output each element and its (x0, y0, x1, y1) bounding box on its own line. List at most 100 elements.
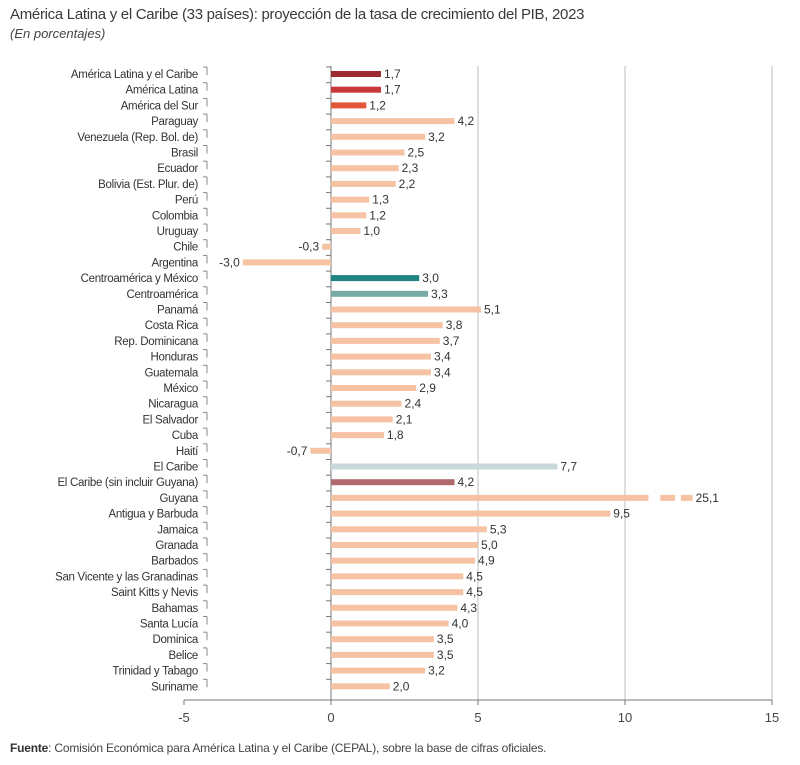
bar (331, 212, 367, 219)
bar (331, 526, 487, 533)
source-note: Fuente: Comisión Económica para América … (10, 741, 546, 755)
data-label: 2,1 (396, 412, 413, 426)
data-label: 1,8 (387, 428, 404, 442)
category-label: Dominica (152, 634, 198, 646)
chart-title: América Latina y el Caribe (33 países): … (10, 6, 585, 23)
data-label: 2,5 (408, 146, 425, 160)
data-label: 4,5 (466, 585, 483, 599)
category-label: Ecuador (157, 163, 198, 175)
category-label: América Latina y el Caribe (71, 69, 198, 81)
category-label: Chile (173, 242, 198, 254)
bar (331, 86, 381, 93)
bar (331, 149, 405, 156)
bar (331, 353, 431, 360)
bar (331, 180, 396, 187)
bar (331, 400, 402, 407)
bar (331, 494, 649, 501)
bar (331, 275, 420, 282)
data-label: 4,0 (452, 617, 469, 631)
data-label: 25,1 (696, 491, 720, 505)
bar (331, 71, 381, 77)
bar (331, 306, 481, 313)
bar (331, 290, 429, 297)
category-label: El Caribe (153, 462, 198, 474)
bar (331, 510, 611, 517)
bar (331, 636, 434, 643)
data-label: 3,4 (434, 350, 451, 364)
bar-chart: -5 0 5 10 15 América Latina y el Caribe 1,7 Amé… (55, 66, 779, 725)
category-label: Venezuela (Rep. Bol. de) (77, 132, 198, 144)
data-label: 1,0 (363, 224, 380, 238)
data-label: 3,7 (443, 334, 460, 348)
category-label: Brasil (171, 148, 198, 160)
bar (331, 369, 431, 376)
category-label: Paraguay (151, 116, 198, 128)
bar (331, 573, 464, 580)
chart-subtitle: (En porcentajes) (10, 26, 106, 41)
category-label: Centroamérica y México (81, 273, 198, 285)
category-label: Santa Lucía (140, 619, 199, 631)
category-label: Bahamas (152, 603, 199, 615)
category-label: Perú (175, 195, 198, 207)
data-label: 5,3 (490, 522, 507, 536)
bar (331, 542, 478, 548)
category-label: Barbados (151, 556, 198, 568)
bar (331, 102, 367, 109)
bar (331, 118, 455, 125)
data-label: 3,0 (422, 271, 439, 285)
category-label: Argentina (151, 257, 198, 269)
category-label: Cuba (172, 430, 199, 442)
x-tick-label: 5 (474, 710, 481, 725)
data-label: 1,7 (384, 67, 401, 81)
category-label: El Caribe (sin incluir Guyana) (57, 477, 198, 489)
data-label: 4,2 (457, 114, 474, 128)
data-label: 9,5 (613, 507, 630, 521)
category-label: Antigua y Barbuda (108, 509, 198, 521)
data-label: 4,5 (466, 569, 483, 583)
bar (331, 604, 458, 611)
bar-break-dash (680, 494, 693, 501)
bar (322, 243, 331, 250)
data-label: 2,0 (393, 679, 410, 693)
category-label: Centroamérica (126, 289, 198, 301)
category-label: América Latina (125, 85, 198, 97)
bar-break-dash (660, 494, 675, 501)
x-tick-label: 15 (765, 710, 779, 725)
data-label: 1,2 (369, 208, 386, 222)
category-label: Guatemala (144, 367, 198, 379)
data-label: -0,7 (287, 444, 308, 458)
category-label: Rep. Dominicana (114, 336, 199, 348)
category-label: Jamaica (157, 524, 199, 536)
data-label: 4,9 (478, 554, 495, 568)
bar (331, 683, 390, 690)
data-label: 5,0 (481, 538, 498, 552)
data-label: 2,9 (419, 381, 436, 395)
bar (331, 620, 449, 627)
category-label: San Vicente y las Granadinas (55, 571, 198, 583)
bar (331, 165, 399, 172)
category-label: Guyana (160, 493, 199, 505)
data-label: 3,3 (431, 287, 448, 301)
category-label: Suriname (151, 681, 198, 693)
bar (331, 385, 417, 391)
bar (331, 133, 426, 140)
bar (242, 259, 331, 266)
data-label: 3,5 (437, 632, 454, 646)
bar (310, 447, 331, 454)
data-label: 2,4 (405, 397, 422, 411)
data-label: 1,7 (384, 83, 401, 97)
data-label: 2,2 (399, 177, 416, 191)
data-label: 2,3 (402, 161, 419, 175)
data-label: -3,0 (219, 255, 240, 269)
bar (331, 463, 558, 470)
data-label: 1,2 (369, 98, 386, 112)
bar (331, 196, 370, 203)
bar (331, 589, 464, 596)
category-label: Bolivia (Est. Plur. de) (98, 179, 198, 191)
category-label: Trinidad y Tabago (112, 666, 198, 678)
bar (331, 228, 361, 234)
bar (331, 651, 434, 658)
data-label: 3,2 (428, 664, 445, 678)
data-label: -0,3 (298, 240, 319, 254)
data-label: 3,2 (428, 130, 445, 144)
